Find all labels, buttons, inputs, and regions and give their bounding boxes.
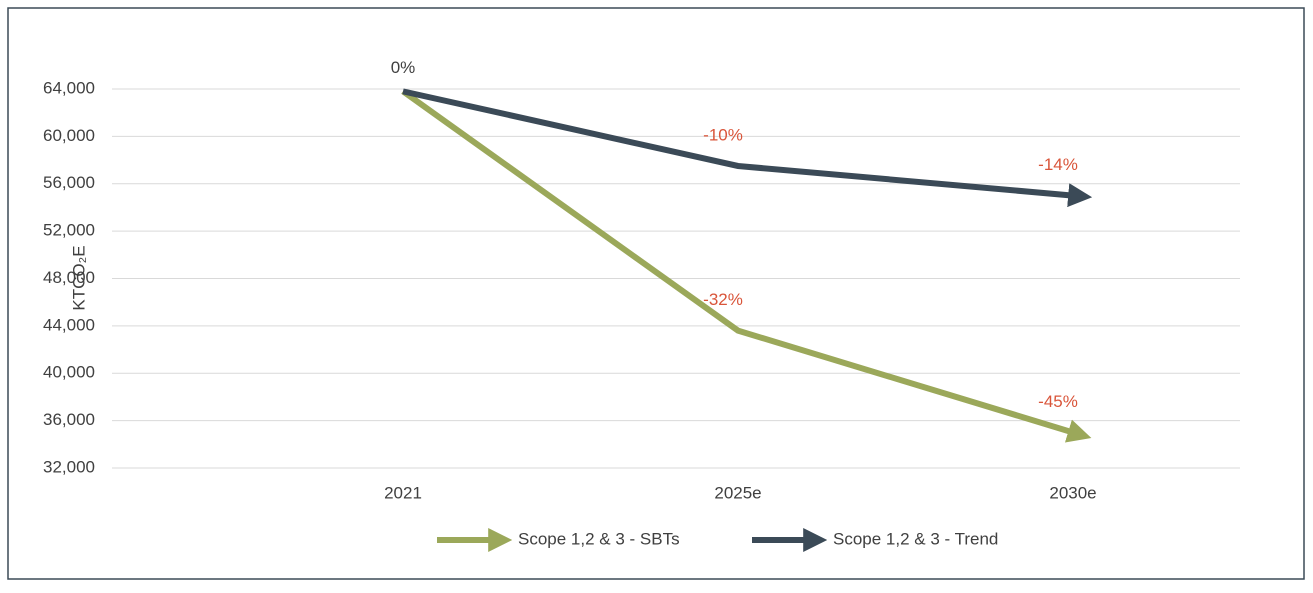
y-tick-label: 60,000 (43, 126, 95, 145)
data-label: 0% (391, 58, 416, 77)
data-label: -32% (703, 290, 743, 309)
y-tick-label: 64,000 (43, 78, 95, 97)
y-tick-label: 56,000 (43, 173, 95, 192)
series-line (401, 88, 1092, 443)
y-tick-label: 48,000 (43, 268, 95, 287)
y-axis-title: KTCO₂E (69, 245, 88, 310)
data-label: -45% (1038, 392, 1078, 411)
data-label: -10% (703, 125, 743, 144)
x-tick-label: 2030e (1049, 483, 1096, 502)
y-tick-label: 36,000 (43, 410, 95, 429)
legend-label: Scope 1,2 & 3 - Trend (833, 529, 998, 548)
y-tick-label: 52,000 (43, 221, 95, 240)
series-line (402, 88, 1093, 208)
y-tick-label: 44,000 (43, 315, 95, 334)
frame (7, 7, 1305, 580)
data-label: -14% (1038, 155, 1078, 174)
x-tick-label: 2025e (714, 483, 761, 502)
legend-label: Scope 1,2 & 3 - SBTs (518, 529, 680, 548)
y-tick-label: 32,000 (43, 457, 95, 476)
x-tick-label: 2021 (384, 483, 422, 502)
y-tick-label: 40,000 (43, 363, 95, 382)
